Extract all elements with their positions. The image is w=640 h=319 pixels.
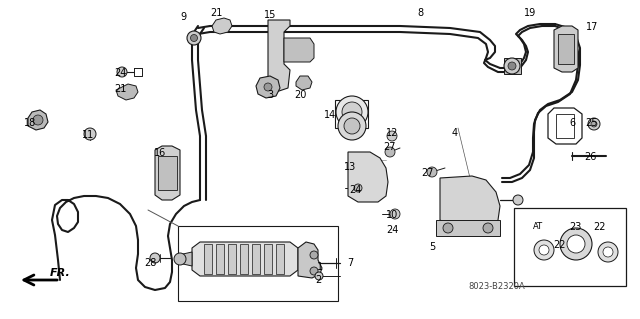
Circle shape xyxy=(483,223,493,233)
Text: 13: 13 xyxy=(344,162,356,172)
Text: 20: 20 xyxy=(294,90,306,100)
Polygon shape xyxy=(276,244,284,274)
Text: 27: 27 xyxy=(384,142,396,152)
Polygon shape xyxy=(228,244,236,274)
Polygon shape xyxy=(264,244,272,274)
Text: 25: 25 xyxy=(586,118,598,128)
Bar xyxy=(178,226,338,301)
Text: 9: 9 xyxy=(180,12,186,22)
Polygon shape xyxy=(268,20,290,92)
Circle shape xyxy=(338,112,366,140)
Text: 28: 28 xyxy=(144,258,156,268)
Polygon shape xyxy=(296,76,312,90)
Text: 22: 22 xyxy=(554,240,566,250)
Polygon shape xyxy=(504,58,521,74)
Circle shape xyxy=(385,147,395,157)
Polygon shape xyxy=(116,84,138,100)
Circle shape xyxy=(560,228,592,260)
Polygon shape xyxy=(192,242,298,276)
Circle shape xyxy=(354,184,362,192)
Polygon shape xyxy=(212,18,232,34)
Text: 5: 5 xyxy=(429,242,435,252)
Polygon shape xyxy=(348,152,388,202)
Circle shape xyxy=(117,67,127,77)
Circle shape xyxy=(187,31,201,45)
Circle shape xyxy=(342,102,362,122)
Text: 24: 24 xyxy=(386,225,398,235)
Text: 24: 24 xyxy=(114,68,126,78)
Circle shape xyxy=(427,167,437,177)
Polygon shape xyxy=(216,244,224,274)
Circle shape xyxy=(150,253,160,263)
Polygon shape xyxy=(158,156,177,190)
Polygon shape xyxy=(183,252,192,266)
Circle shape xyxy=(534,240,554,260)
Circle shape xyxy=(310,267,318,275)
Text: 2: 2 xyxy=(315,275,321,285)
Text: 26: 26 xyxy=(584,152,596,162)
Circle shape xyxy=(390,209,400,219)
Circle shape xyxy=(443,223,453,233)
Text: AT: AT xyxy=(533,222,543,231)
Circle shape xyxy=(191,34,198,41)
Text: FR.: FR. xyxy=(50,268,71,278)
Circle shape xyxy=(513,195,523,205)
Text: 8: 8 xyxy=(417,8,423,18)
Circle shape xyxy=(598,242,618,262)
Circle shape xyxy=(310,251,318,259)
Text: 21: 21 xyxy=(114,84,126,94)
Text: 19: 19 xyxy=(524,8,536,18)
Text: 12: 12 xyxy=(386,128,398,138)
Text: 16: 16 xyxy=(154,148,166,158)
Polygon shape xyxy=(252,244,260,274)
Text: 24: 24 xyxy=(349,185,361,195)
Text: 21: 21 xyxy=(210,8,222,18)
Text: 27: 27 xyxy=(422,168,435,178)
Polygon shape xyxy=(298,242,322,278)
Text: 10: 10 xyxy=(386,210,398,220)
Polygon shape xyxy=(558,34,574,64)
Polygon shape xyxy=(204,244,212,274)
Text: 6: 6 xyxy=(569,118,575,128)
Polygon shape xyxy=(436,220,500,236)
Circle shape xyxy=(84,128,96,140)
Polygon shape xyxy=(284,38,314,62)
Circle shape xyxy=(33,115,43,125)
Circle shape xyxy=(508,62,516,70)
Text: 4: 4 xyxy=(452,128,458,138)
Circle shape xyxy=(539,245,549,255)
Circle shape xyxy=(264,83,272,91)
Circle shape xyxy=(504,58,520,74)
Text: 8023-B2320A: 8023-B2320A xyxy=(468,282,525,291)
Text: 22: 22 xyxy=(594,222,606,232)
Text: 7: 7 xyxy=(347,258,353,268)
Circle shape xyxy=(591,121,597,127)
Polygon shape xyxy=(155,146,180,200)
Text: 18: 18 xyxy=(24,118,36,128)
Circle shape xyxy=(387,131,397,141)
Text: 1: 1 xyxy=(317,262,323,272)
Circle shape xyxy=(344,118,360,134)
Polygon shape xyxy=(440,176,500,228)
Text: 3: 3 xyxy=(267,90,273,100)
Polygon shape xyxy=(240,244,248,274)
Circle shape xyxy=(336,96,368,128)
Circle shape xyxy=(567,235,585,253)
Polygon shape xyxy=(28,110,48,130)
Polygon shape xyxy=(256,76,280,98)
Circle shape xyxy=(588,118,600,130)
Text: 17: 17 xyxy=(586,22,598,32)
Polygon shape xyxy=(554,26,578,72)
Text: 14: 14 xyxy=(324,110,336,120)
Circle shape xyxy=(603,247,613,257)
Circle shape xyxy=(174,253,186,265)
Text: 23: 23 xyxy=(569,222,581,232)
Bar xyxy=(514,208,626,286)
Text: 11: 11 xyxy=(82,130,94,140)
Circle shape xyxy=(315,272,323,280)
Text: 15: 15 xyxy=(264,10,276,20)
